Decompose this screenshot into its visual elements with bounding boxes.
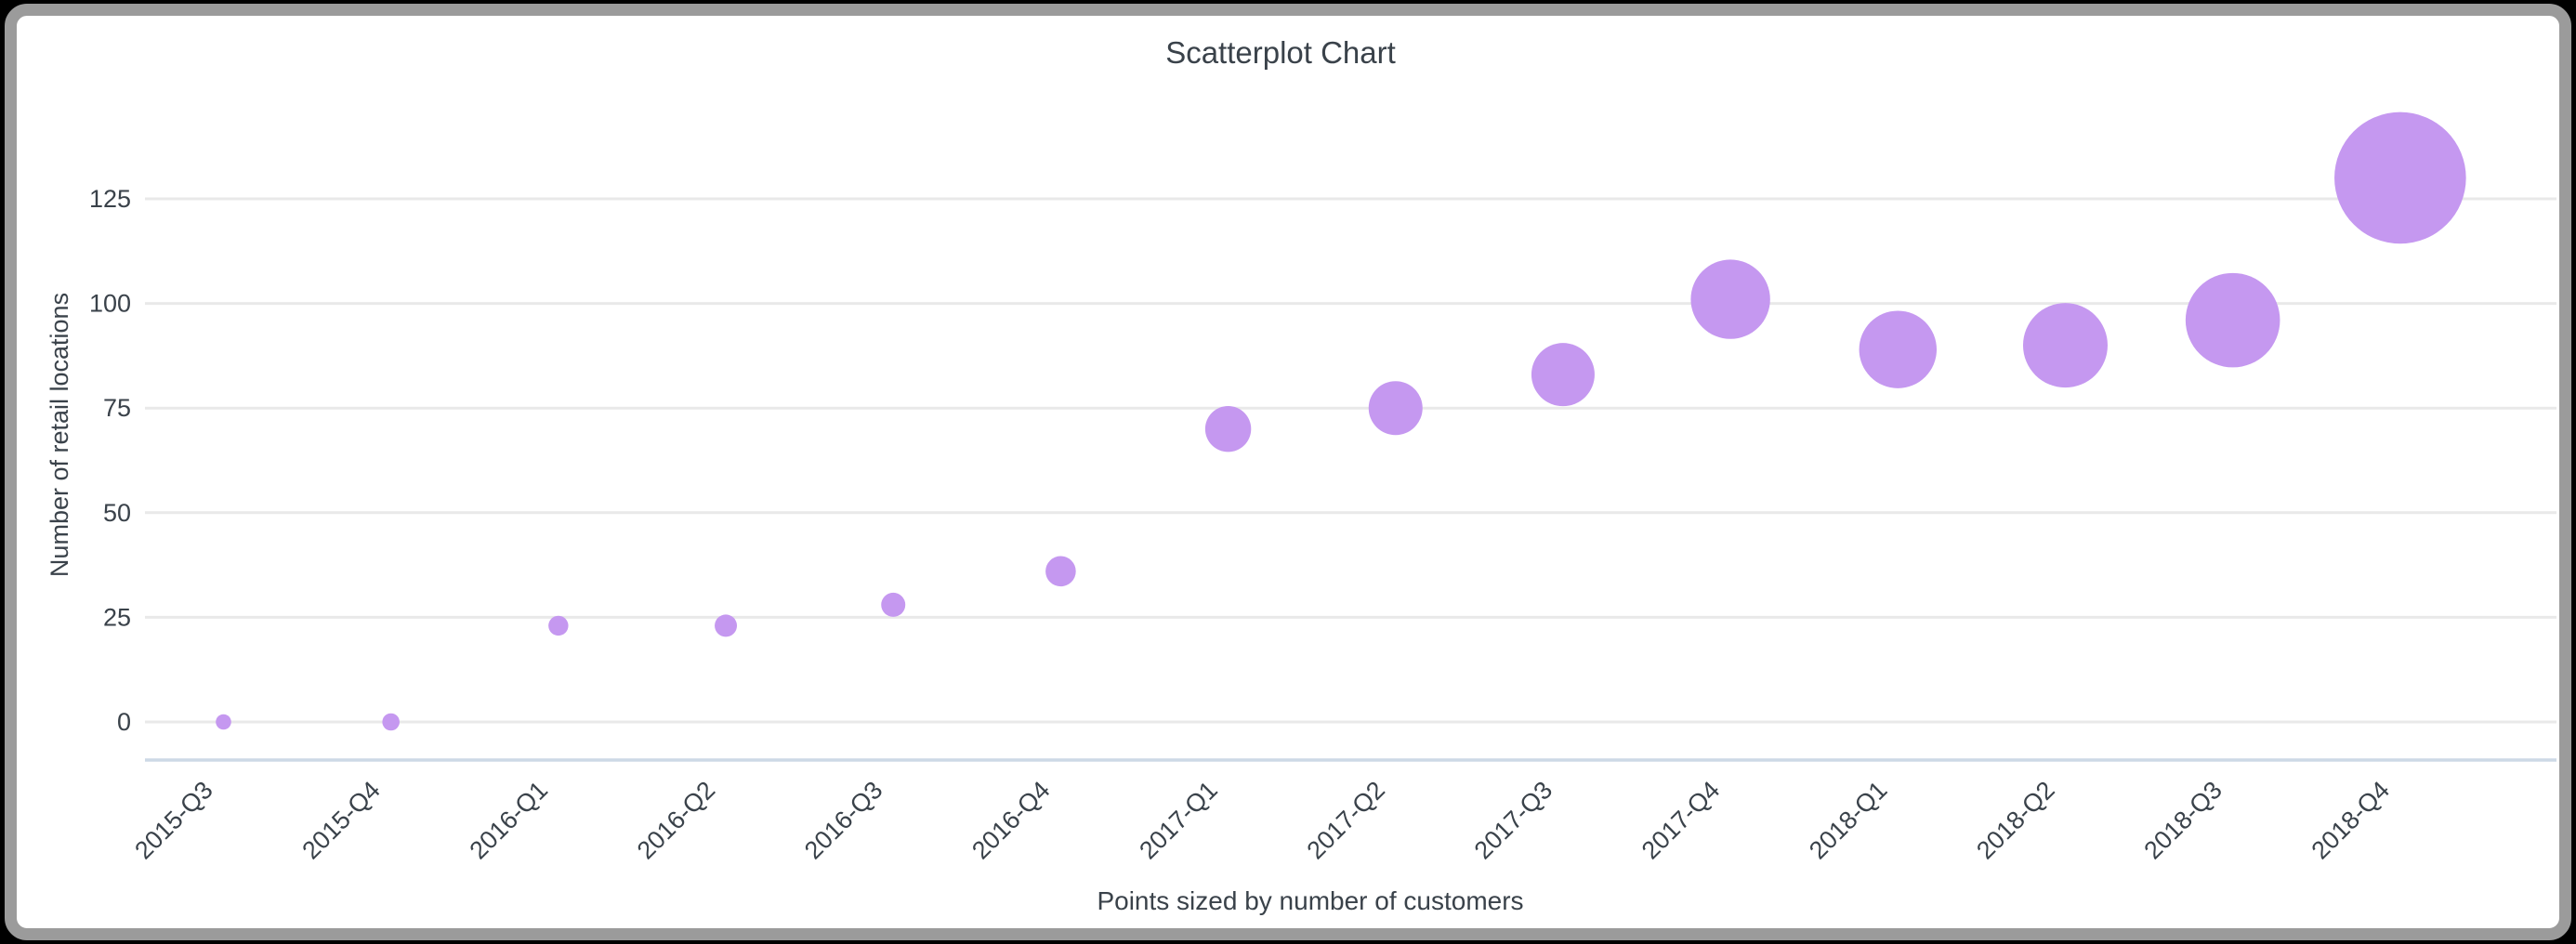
y-tick-label: 50 (103, 499, 131, 527)
x-tick-label: 2017-Q1 (1134, 776, 1223, 865)
y-axis-title: Number of retail locations (46, 293, 73, 577)
chart-card (5, 4, 2571, 940)
data-point[interactable] (1204, 406, 1252, 452)
data-point[interactable] (1690, 259, 1770, 339)
y-tick-label: 125 (89, 185, 131, 213)
y-tick-labels-group: 0 25 50 75 100 125 (89, 185, 131, 736)
data-point[interactable] (382, 713, 400, 731)
data-point[interactable] (216, 714, 231, 730)
y-tick-label: 100 (89, 290, 131, 318)
x-tick-label: 2017-Q2 (1301, 776, 1390, 865)
x-tick-label: 2016-Q4 (966, 776, 1056, 865)
data-point[interactable] (1045, 556, 1076, 587)
x-tick-label: 2017-Q4 (1636, 776, 1726, 865)
data-point[interactable] (2185, 272, 2280, 368)
x-tick-label: 2018-Q2 (1971, 776, 2060, 865)
gridlines-group (145, 197, 2556, 724)
y-tick-label: 75 (103, 394, 131, 422)
y-tick-label: 25 (103, 603, 131, 631)
data-point[interactable] (881, 592, 906, 617)
data-point[interactable] (715, 614, 738, 637)
x-tick-labels-group: 2015-Q3 2015-Q4 2016-Q1 2016-Q2 2016-Q3 2016-… (129, 776, 2395, 865)
x-tick-label: 2016-Q2 (632, 776, 721, 865)
x-tick-label: 2015-Q4 (296, 776, 386, 865)
data-point[interactable] (1368, 381, 1423, 436)
y-tick-label: 0 (117, 708, 131, 736)
data-point[interactable] (1859, 310, 1937, 388)
data-points-group (216, 111, 2466, 731)
data-point[interactable] (1531, 343, 1595, 407)
x-tick-label: 2018-Q1 (1804, 776, 1893, 865)
data-point[interactable] (2022, 303, 2108, 388)
x-tick-label: 2016-Q1 (465, 776, 554, 865)
x-tick-label: 2017-Q3 (1469, 776, 1558, 865)
data-point[interactable] (548, 615, 569, 636)
x-tick-label: 2018-Q3 (2138, 776, 2228, 865)
x-tick-label: 2015-Q3 (129, 776, 218, 865)
x-tick-label: 2016-Q3 (799, 776, 888, 865)
data-point[interactable] (2334, 111, 2466, 244)
x-tick-label: 2018-Q4 (2307, 776, 2396, 865)
x-axis-caption: Points sized by number of customers (1097, 886, 1523, 915)
chart-title: Scatterplot Chart (1165, 35, 1396, 70)
